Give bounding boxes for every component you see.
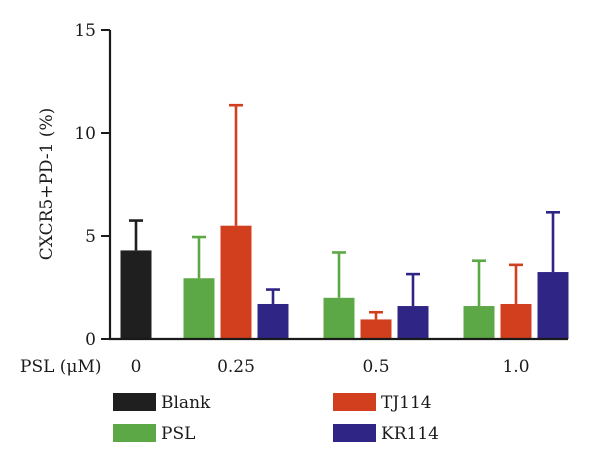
bar-tj114-1_0: [500, 303, 532, 339]
bar-kr114-0_5: [397, 306, 429, 339]
legend-label-tj114: TJ114: [381, 393, 432, 413]
bar-psl-0_5: [323, 297, 355, 339]
legend-swatch-tj114: [333, 393, 376, 411]
bar-psl-0_25: [183, 278, 215, 339]
x-tick-label-1: 0.25: [217, 357, 255, 377]
y-axis-title: CXCR5+PD-1 (%): [37, 108, 57, 260]
y-axis: 0 5 10 15: [74, 21, 112, 350]
y-tick-label-0: 0: [85, 330, 96, 350]
x-tick-label-3: 1.0: [502, 357, 529, 377]
bar-tj114-0_5: [360, 319, 392, 339]
legend-label-psl: PSL: [161, 424, 195, 444]
legend-swatch-kr114: [333, 424, 376, 442]
bar-tj114-0_25: [220, 225, 252, 339]
legend-swatch-psl: [113, 424, 156, 442]
x-axis-title: PSL (μM): [20, 357, 102, 377]
y-tick-label-2: 10: [74, 124, 96, 144]
bar-kr114-0_25: [257, 303, 289, 339]
x-tick-label-2: 0.5: [362, 357, 389, 377]
bars: [120, 103, 569, 339]
bar-psl-1_0: [463, 306, 495, 339]
y-tick-label-3: 15: [74, 21, 96, 41]
legend: Blank PSL TJ114 KR114: [113, 393, 439, 444]
bar-blank-0: [120, 250, 152, 339]
legend-label-kr114: KR114: [381, 424, 439, 444]
x-axis: 0 0.25 0.5 1.0: [109, 337, 568, 377]
bar-kr114-1_0: [537, 272, 569, 339]
legend-label-blank: Blank: [161, 393, 211, 413]
legend-swatch-blank: [113, 393, 156, 411]
y-tick-label-1: 5: [85, 227, 96, 247]
x-tick-label-0: 0: [131, 357, 142, 377]
